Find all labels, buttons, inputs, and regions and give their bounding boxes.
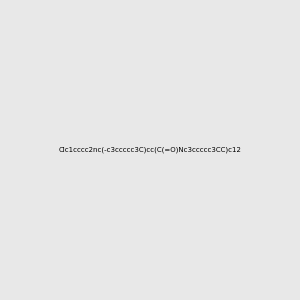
Text: Clc1cccc2nc(-c3ccccc3C)cc(C(=O)Nc3ccccc3CC)c12: Clc1cccc2nc(-c3ccccc3C)cc(C(=O)Nc3ccccc3… bbox=[58, 147, 242, 153]
